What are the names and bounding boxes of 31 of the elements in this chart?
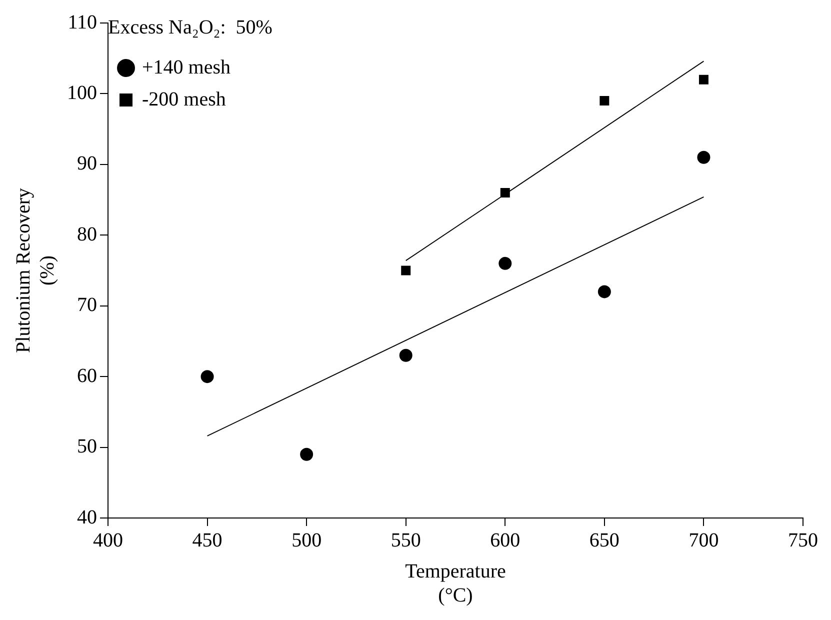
point xyxy=(600,96,610,106)
point xyxy=(598,285,611,298)
point xyxy=(498,256,512,270)
x-tick-label: 500 xyxy=(292,529,322,552)
legend-label: +140 mesh xyxy=(142,56,230,78)
x-tick-label: 650 xyxy=(589,529,620,552)
y-tick-label: 50 xyxy=(77,436,97,458)
y-axis-title: Plutonium Recovery (%) xyxy=(12,188,58,353)
y-tick-label: 80 xyxy=(77,223,97,246)
x-tick-label: 700 xyxy=(688,529,719,552)
y-tick-label: 90 xyxy=(77,152,97,175)
point xyxy=(500,188,510,198)
point xyxy=(697,150,710,164)
x-tick-label: 750 xyxy=(788,529,818,552)
point xyxy=(401,266,411,276)
x-tick-label: 450 xyxy=(192,529,222,552)
point xyxy=(399,348,412,362)
x-tick-label: 600 xyxy=(490,529,520,552)
y-tick-label: 60 xyxy=(77,364,97,387)
y-tick-label: 110 xyxy=(68,11,97,34)
x-axis-title: Temperature (°C) xyxy=(405,560,506,606)
y-tick-label: 70 xyxy=(77,294,97,316)
legend-title: Excess Na₂O₂: 50% xyxy=(108,16,272,38)
point xyxy=(200,370,214,384)
y-tick-label: 100 xyxy=(67,82,97,104)
legend-label: -200 mesh xyxy=(142,88,226,110)
point xyxy=(300,448,314,461)
point xyxy=(698,74,708,84)
y-tick-label: 40 xyxy=(77,506,97,528)
x-tick-label: 550 xyxy=(390,529,421,552)
x-tick-label: 400 xyxy=(93,529,123,552)
